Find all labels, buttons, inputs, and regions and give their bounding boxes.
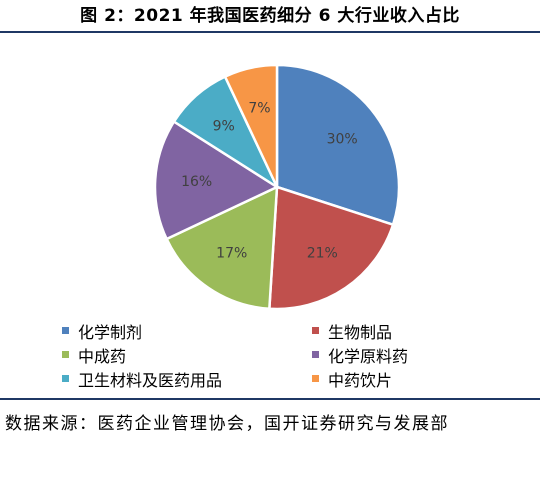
pie-slice-labels: 30% 21% 17% 16% 9% 7% [181,100,358,261]
legend-item-2: 生物制品 [312,319,522,342]
pie-slice-label-1: 30% [327,132,358,148]
pie-slice-6 [223,63,279,189]
legend-label: 中药饮片 [328,370,393,390]
pie-slice-label-5: 9% [213,119,235,135]
source-divider [0,398,540,400]
pie-slices [153,63,401,311]
legend-item-4: 化学原料药 [312,343,522,366]
legend-label: 生物制品 [328,322,393,342]
pie-slice-2 [268,185,395,311]
source-note: 数据来源：医药企业管理协会，国开证券研究与发展部 [5,414,449,434]
legend-label: 化学制剂 [78,322,143,342]
pie-slice-label-4: 16% [181,174,212,190]
chart-title: 图 2：2021 年我国医药细分 6 大行业收入占比 [80,6,460,26]
pie-slice-label-2: 21% [307,246,338,262]
legend-swatch [62,351,69,358]
title-divider [0,31,540,33]
legend-label: 中成药 [78,346,127,366]
pie-chart: 30% 21% 17% 16% 9% 7% [153,63,401,311]
legend-swatch [312,351,319,358]
legend-swatch [312,327,319,334]
legend-swatch [62,375,69,382]
legend-item-1: 化学制剂 [62,319,312,342]
legend-item-3: 中成药 [62,343,312,366]
legend-item-6: 中药饮片 [312,367,522,390]
legend-label: 卫生材料及医药用品 [78,370,223,390]
legend-item-5: 卫生材料及医药用品 [62,367,312,390]
pie-slice-label-3: 17% [216,246,247,262]
legend-swatch [62,327,69,334]
pie-slice-3 [165,185,279,311]
legend-label: 化学原料药 [328,346,409,366]
pie-slice-4 [153,120,279,241]
chart-legend: 化学制剂 生物制品中成药 化学原料药卫生材料及医药用品 中药饮片 [62,319,522,390]
legend-swatch [312,375,319,382]
pie-slice-label-6: 7% [248,100,270,116]
pie-slice-1 [275,63,401,226]
